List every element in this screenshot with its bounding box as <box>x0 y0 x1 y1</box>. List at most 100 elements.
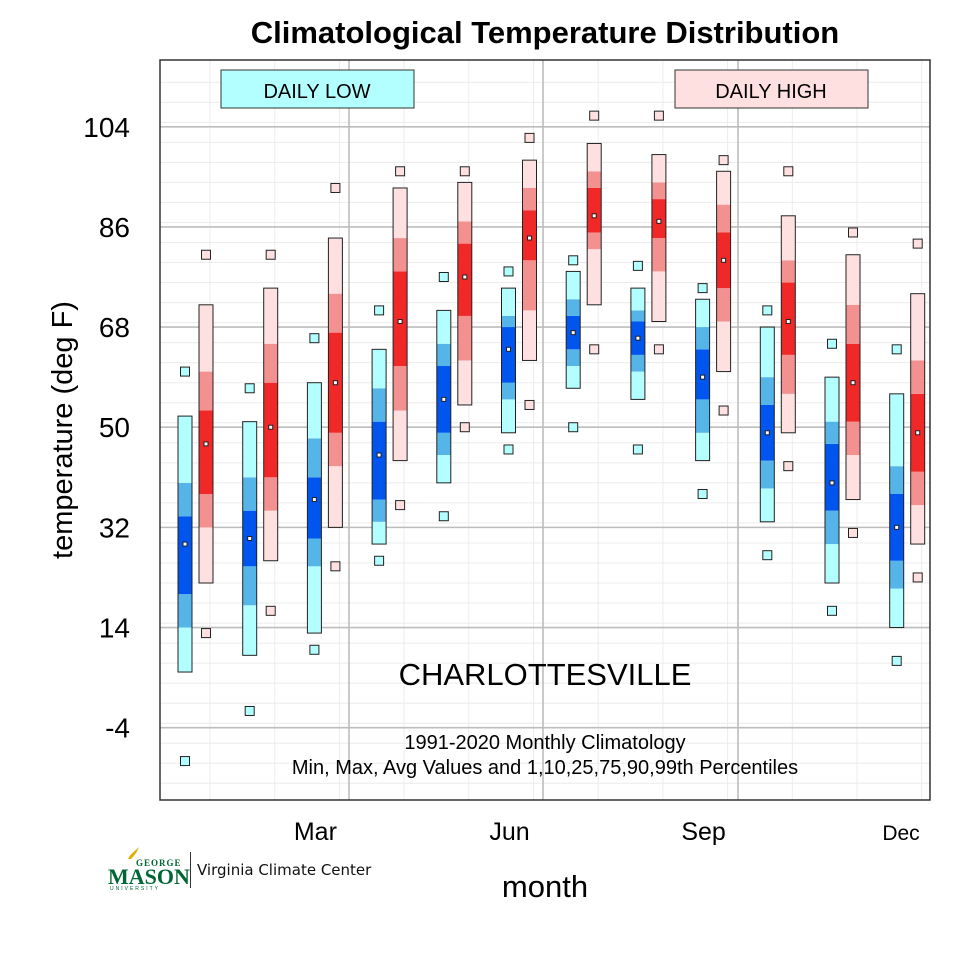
band-p90-p99 <box>630 288 645 311</box>
legend-daily-low-label: DAILY LOW <box>263 81 370 103</box>
box-outline <box>910 293 926 545</box>
band-p75-p90 <box>889 466 904 494</box>
band-p75-p90 <box>587 171 602 188</box>
band-p1-p10 <box>242 605 257 656</box>
min-marker <box>244 705 255 716</box>
band-p1-p10 <box>199 527 213 584</box>
band-p1-p10 <box>716 321 731 372</box>
low-box-month-11 <box>824 338 840 616</box>
band-p75-p90 <box>328 293 343 333</box>
band-p90-p99 <box>393 187 408 239</box>
y-tick-label: 86 <box>99 212 130 243</box>
y-tick-label: 32 <box>99 512 130 543</box>
band-p90-p99 <box>781 215 796 261</box>
band-p1-p10 <box>522 310 537 361</box>
min-marker <box>568 422 579 433</box>
box-outline <box>565 270 581 389</box>
box-outline <box>695 298 711 462</box>
min-marker <box>330 561 341 572</box>
grid <box>160 60 930 800</box>
high-box-month-3 <box>327 182 343 572</box>
band-p10-p25 <box>651 238 666 272</box>
min-marker <box>632 444 643 455</box>
box-outline <box>759 326 775 523</box>
avg-marker <box>829 480 835 486</box>
band-p90-p99 <box>178 416 192 483</box>
box-outline <box>586 142 602 306</box>
band-p10-p25 <box>178 594 192 628</box>
avg-marker <box>332 380 338 386</box>
legend-daily-high-label: DAILY HIGH <box>715 81 827 103</box>
min-marker <box>201 628 211 639</box>
avg-marker <box>376 452 382 458</box>
virginia-climate-center-logo: GEORGE MASON UNIVERSITY Virginia Climate… <box>108 846 371 894</box>
x-tick-label: Jun <box>489 818 529 846</box>
george-mason-logo: GEORGE MASON UNIVERSITY <box>108 846 190 894</box>
band-p75-p90 <box>242 477 257 511</box>
band-p1-p10 <box>846 455 860 500</box>
avg-marker <box>182 541 188 547</box>
x-tick-label: Sep <box>681 818 725 846</box>
min-marker <box>783 461 794 472</box>
min-marker <box>374 555 385 566</box>
band-p90-p99 <box>307 382 322 439</box>
high-box-month-9 <box>716 155 732 416</box>
avg-marker <box>915 430 921 436</box>
min-marker <box>589 344 600 355</box>
high-box-month-1 <box>198 249 214 639</box>
x-tick-label: Mar <box>294 818 337 846</box>
band-p90-p99 <box>846 254 860 305</box>
band-p90-p99 <box>501 288 516 316</box>
band-p1-p10 <box>825 544 839 584</box>
avg-marker <box>247 535 253 541</box>
box-outline <box>263 287 279 562</box>
high-box-month-12 <box>910 238 926 583</box>
low-box-month-9 <box>695 283 711 499</box>
band-p10-p25 <box>566 349 581 367</box>
band-p10-p25 <box>760 460 775 489</box>
max-marker <box>589 110 600 121</box>
low-box-month-5 <box>436 271 452 522</box>
band-p90-p99 <box>263 288 278 344</box>
avg-marker <box>311 497 317 503</box>
avg-marker <box>785 319 791 325</box>
max-marker <box>891 344 902 355</box>
label-layer: 104 86 68 50 32 14 -4 Mar Jun Sep Dec <box>83 112 919 846</box>
band-p1-p10 <box>630 371 645 400</box>
avg-marker <box>397 319 403 325</box>
box-outline <box>824 376 840 584</box>
y-axis-label: temperature (deg F) <box>47 301 79 559</box>
avg-marker <box>656 218 662 224</box>
max-marker <box>244 383 255 394</box>
band-p10-p25 <box>372 499 387 522</box>
min-marker <box>891 655 902 666</box>
band-p25-p75 <box>587 187 602 233</box>
band-p1-p10 <box>501 399 516 433</box>
box-outline <box>630 287 646 400</box>
max-marker <box>330 182 341 193</box>
band-p25-p75 <box>651 199 666 239</box>
legend-daily-low: DAILY LOW <box>220 69 415 109</box>
low-box-month-4 <box>371 305 387 566</box>
avg-marker <box>203 441 209 447</box>
band-p75-p90 <box>566 299 581 316</box>
band-p75-p90 <box>178 482 192 517</box>
avg-marker <box>764 430 770 436</box>
legend-daily-high: DAILY HIGH <box>674 69 869 109</box>
max-marker <box>718 155 729 166</box>
min-marker <box>827 605 837 616</box>
band-p75-p90 <box>695 327 710 350</box>
min-marker <box>848 527 858 538</box>
max-marker <box>503 266 514 277</box>
band-p90-p99 <box>328 238 343 294</box>
box-outline <box>327 237 343 528</box>
band-p1-p10 <box>889 588 904 628</box>
band-p10-p25 <box>587 232 602 250</box>
min-marker <box>697 488 708 499</box>
band-p90-p99 <box>651 154 666 183</box>
subtitle-line-1: 1991-2020 Monthly Climatology <box>404 732 685 754</box>
band-p25-p75 <box>457 243 472 316</box>
band-p90-p99 <box>825 377 839 422</box>
plot-border <box>159 59 931 801</box>
